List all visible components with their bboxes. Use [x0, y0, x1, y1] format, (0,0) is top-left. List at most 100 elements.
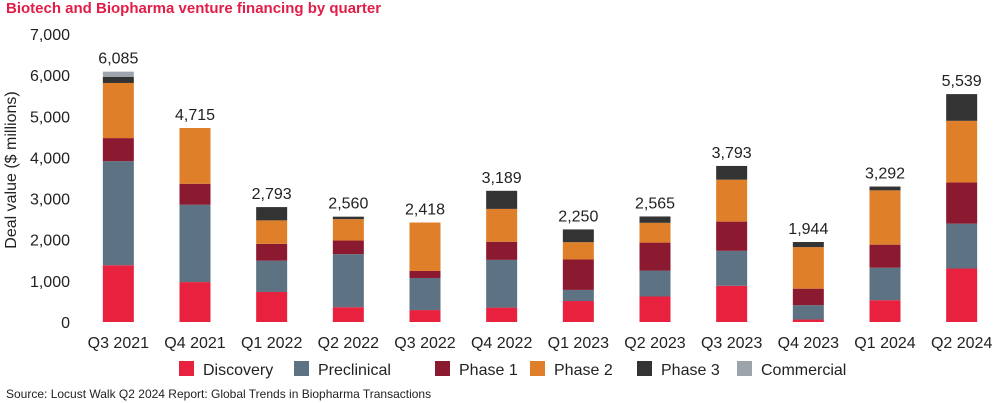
bar-segment-phase-2	[562, 242, 594, 260]
bar-segment-phase-1	[792, 288, 824, 306]
bar-segment-phase-1	[179, 183, 211, 205]
total-label: 3,189	[482, 170, 522, 187]
bar-segment-phase-1	[409, 270, 441, 278]
bar-segment-phase-2	[716, 179, 748, 222]
bar-segment-phase-1	[946, 182, 978, 224]
bar-segment-discovery	[486, 307, 518, 322]
total-label: 2,793	[252, 186, 292, 203]
y-tick-label: 2,000	[30, 233, 70, 250]
x-tick-label: Q1 2023	[548, 335, 609, 352]
legend-label: Phase 2	[554, 362, 613, 379]
bar-segment-preclinical	[102, 161, 134, 266]
legend-label: Phase 3	[661, 362, 720, 379]
bar-segment-preclinical	[179, 204, 211, 283]
legend-swatch	[179, 361, 194, 376]
bar-segment-discovery	[716, 285, 748, 322]
bar-segment-discovery	[639, 296, 671, 322]
bar-segment-phase-3	[256, 207, 288, 221]
bar-segment-phase-1	[869, 244, 901, 268]
bar-segment-discovery	[332, 307, 364, 322]
x-tick-label: Q4 2021	[164, 335, 225, 352]
bar-segment-phase-2	[792, 247, 824, 289]
total-label: 2,418	[405, 202, 445, 219]
total-label: 1,944	[788, 221, 828, 238]
bar-segment-preclinical	[946, 223, 978, 269]
bar-segment-discovery	[869, 300, 901, 322]
y-tick-label: 0	[61, 315, 70, 332]
total-label: 3,292	[865, 166, 905, 183]
bar-segment-preclinical	[639, 270, 671, 297]
source-note: Source: Locust Walk Q2 2024 Report: Glob…	[6, 387, 432, 401]
legend-swatch	[637, 361, 652, 376]
legend-swatch	[435, 361, 450, 376]
bar-segment-commercial	[102, 71, 134, 77]
bar-segment-phase-1	[716, 221, 748, 251]
bar-segment-discovery	[792, 319, 824, 322]
bar-segment-discovery	[179, 282, 211, 322]
y-tick-label: 7,000	[30, 27, 70, 44]
legend: Discovery Preclinical Phase 1 Phase 2 Phase …	[179, 361, 846, 379]
total-label: 6,085	[98, 51, 138, 68]
bar-segment-phase-2	[409, 222, 441, 271]
total-label: 4,715	[175, 107, 215, 124]
bar-segment-discovery	[946, 268, 978, 322]
bar-segment-phase-3	[562, 229, 594, 243]
chart-title: Biotech and Biopharma venture financing …	[6, 0, 382, 17]
legend-label: Commercial	[761, 362, 846, 379]
bar-segment-preclinical	[716, 250, 748, 286]
bar-segment-preclinical	[869, 267, 901, 301]
y-tick-label: 3,000	[30, 192, 70, 209]
legend-swatch	[294, 361, 309, 376]
total-label: 2,565	[635, 195, 675, 212]
bar-segment-phase-1	[256, 243, 288, 261]
bar-segment-preclinical	[332, 254, 364, 308]
total-labels: 6,085 4,715 2,793 2,560 2,418 3,189 2,250 2,565…	[98, 51, 981, 238]
bar-segment-phase-2	[179, 128, 211, 184]
bar-segment-phase-1	[486, 241, 518, 260]
bar-segment-phase-2	[946, 120, 978, 183]
x-tick-label: Q2 2023	[624, 335, 685, 352]
bar-segment-phase-1	[562, 259, 594, 290]
legend-label: Discovery	[203, 362, 273, 379]
bar-segment-discovery	[409, 310, 441, 322]
bar-segment-phase-2	[332, 219, 364, 241]
legend-label: Phase 1	[459, 362, 518, 379]
bar-segment-phase-2	[486, 208, 518, 242]
bar-segment-phase-3	[869, 186, 901, 191]
y-tick-label: 4,000	[30, 150, 70, 167]
bar-segment-phase-1	[332, 240, 364, 255]
bar-segment-preclinical	[256, 260, 288, 292]
bar-segment-phase-3	[332, 216, 364, 220]
y-axis-label: Deal value ($ millions)	[3, 91, 20, 248]
y-tick-label: 1,000	[30, 274, 70, 291]
bars	[102, 71, 978, 322]
bar-segment-phase-2	[869, 190, 901, 245]
bar-segment-phase-2	[256, 220, 288, 244]
legend-swatch	[530, 361, 545, 376]
x-tick-label: Q4 2022	[471, 335, 532, 352]
bar-segment-phase-2	[639, 222, 671, 243]
total-label: 2,250	[558, 208, 598, 225]
x-tick-label: Q3 2022	[394, 335, 455, 352]
bar-segment-phase-3	[946, 94, 978, 121]
x-tick-label: Q2 2024	[931, 335, 992, 352]
y-tick-label: 6,000	[30, 68, 70, 85]
total-label: 2,560	[328, 196, 368, 213]
bar-segment-phase-3	[486, 190, 518, 209]
bar-segment-preclinical	[562, 289, 594, 302]
legend-swatch	[737, 361, 752, 376]
bar-segment-phase-3	[639, 216, 671, 223]
y-axis: 0 1,000 2,000 3,000 4,000 5,000 6,000 7,000	[30, 27, 70, 332]
y-tick-label: 5,000	[30, 109, 70, 126]
x-tick-label: Q1 2024	[854, 335, 915, 352]
bar-segment-preclinical	[409, 277, 441, 311]
x-tick-label: Q1 2022	[241, 335, 302, 352]
bar-segment-phase-3	[792, 242, 824, 248]
legend-label: Preclinical	[318, 362, 391, 379]
bar-segment-discovery	[102, 265, 134, 322]
bar-segment-phase-1	[102, 138, 134, 162]
bar-segment-discovery	[256, 291, 288, 322]
bar-segment-phase-2	[102, 82, 134, 139]
x-tick-label: Q3 2023	[701, 335, 762, 352]
x-tick-label: Q3 2021	[88, 335, 149, 352]
